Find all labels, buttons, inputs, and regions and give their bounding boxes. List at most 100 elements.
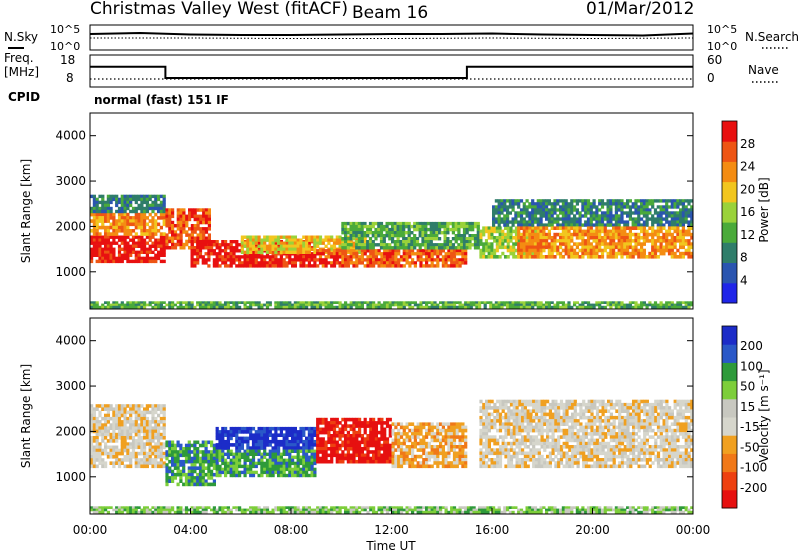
velocity-panel: 1000 2000 3000 4000 Slant Range [km] 200 100… [19,317,771,553]
power-colorbar-swatch [722,161,737,183]
time-tick-label: 20:00 [575,523,610,537]
time-axis-label: Time UT [365,539,416,553]
nave-tick-bottom: 0 [707,71,715,85]
velocity-ylabel: Slant Range [km] [19,364,33,468]
velocity-colorbar-tick: -15 [740,420,760,434]
power-colorbar-swatch [722,121,737,142]
freq-strip: Freq. [MHz] 18 8 Nave 60 0 [4,51,779,88]
power-band [90,194,166,214]
velocity-band [215,426,317,450]
velocity-ytick-label: 2000 [55,424,86,438]
cpid-label: CPID [8,90,40,104]
power-panel-frame [89,112,694,310]
power-ytick-label: 2000 [55,219,86,233]
nsky-strip: N.Sky 10^5 10^0 N.Search 10^5 10^0 [4,23,799,53]
power-colorbar-swatch [722,222,737,243]
velocity-ytick-label: 1000 [55,470,86,484]
freq-label: Freq. [4,51,34,65]
velocity-colorbar-swatch [722,344,737,363]
power-band [492,199,694,227]
cpid-text: normal (fast) 151 IF [94,93,229,107]
power-colorbar-tick: 4 [740,273,748,287]
velocity-colorbar-swatch [722,453,737,473]
time-tick-label: 16:00 [475,523,510,537]
velocity-band [479,399,694,469]
nsky-tick-top: 10^5 [50,23,80,36]
power-colorbar-swatch [722,282,737,304]
freq-tick-bottom: 8 [66,71,74,85]
beam-title: Beam 16 [352,3,428,23]
velocity-colorbar-swatch [722,326,737,345]
velocity-colorbar-swatch [722,380,737,400]
power-band [90,301,694,309]
velocity-colorbar-tick: -200 [740,481,767,495]
nsky-line [89,31,694,37]
velocity-colorbar-tick: -100 [740,461,767,475]
velocity-colorbar-tick: 15 [740,400,755,414]
power-ytick-label: 1000 [55,265,86,279]
freq-strip-frame [89,54,694,88]
velocity-colorbar-swatch [722,471,737,491]
time-tick-label: 12:00 [374,523,409,537]
nsearch-line [90,37,694,40]
velocity-colorbar-label: Velocity [m s⁻¹] [757,369,771,462]
velocity-colorbar-tick: 200 [740,339,763,353]
power-colorbar-swatch [722,262,737,284]
power-band [517,226,694,259]
velocity-band [165,440,216,487]
power-colorbar-tick: 20 [740,182,755,196]
velocity-colorbar-swatch [722,417,737,436]
velocity-band [391,422,468,469]
velocity-colorbar-frame [721,325,738,509]
time-tick-label: 00:00 [676,523,711,537]
nsky-label: N.Sky [4,30,38,44]
power-band [90,235,166,264]
velocity-ytick-label: 3000 [55,379,86,393]
velocity-band [215,449,317,478]
velocity-colorbar-tick: -50 [740,440,760,454]
time-tick-label: 08:00 [274,523,309,537]
velocity-ytick-label: 4000 [55,334,86,348]
velocity-band [90,506,694,514]
power-colorbar-tick: 28 [740,137,755,151]
nsearch-label: N.Search [745,30,799,44]
power-colorbar-tick: 24 [740,160,755,174]
freq-unit: [MHz] [4,65,39,79]
velocity-colorbar-swatch [722,362,737,382]
velocity-colorbar-swatch [722,435,737,454]
station-title: Christmas Valley West (fitACF) [90,0,348,19]
power-colorbar-tick: 12 [740,228,755,242]
power-colorbar-tick: 16 [740,205,755,219]
power-band [90,212,166,236]
nsky-strip-frame [89,24,694,51]
power-colorbar-swatch [722,201,737,223]
velocity-colorbar-swatch [722,398,737,418]
nsky-tick-bottom: 10^0 [50,40,80,53]
power-band [316,249,468,268]
time-tick-label: 04:00 [173,523,208,537]
power-ytick-label: 4000 [55,129,86,143]
power-band [341,221,480,250]
power-colorbar-tick: 8 [740,251,748,265]
power-colorbar-swatch [722,141,737,162]
freq-line [90,65,693,79]
power-colorbar-label: Power [dB] [757,177,771,242]
date-title: 01/Mar/2012 [586,0,694,19]
velocity-colorbar-tick: 100 [740,359,763,373]
nave-tick-top: 60 [707,53,722,67]
velocity-band [90,404,166,469]
nave-label: Nave [748,63,779,77]
power-colorbar-swatch [722,181,737,203]
power-panel: 1000 2000 3000 4000 Slant Range [km] 28 24 20… [19,112,771,310]
power-colorbar-frame [721,120,738,304]
nsearch-tick-bottom: 10^0 [707,40,737,53]
freq-tick-top: 18 [60,53,75,67]
velocity-band [316,417,392,464]
velocity-colorbar-swatch [722,489,737,509]
power-ytick-label: 3000 [55,174,86,188]
nsearch-tick-top: 10^5 [707,23,737,36]
power-colorbar-swatch [722,242,737,263]
power-ylabel: Slant Range [km] [19,159,33,263]
velocity-colorbar-tick: 50 [740,380,755,394]
